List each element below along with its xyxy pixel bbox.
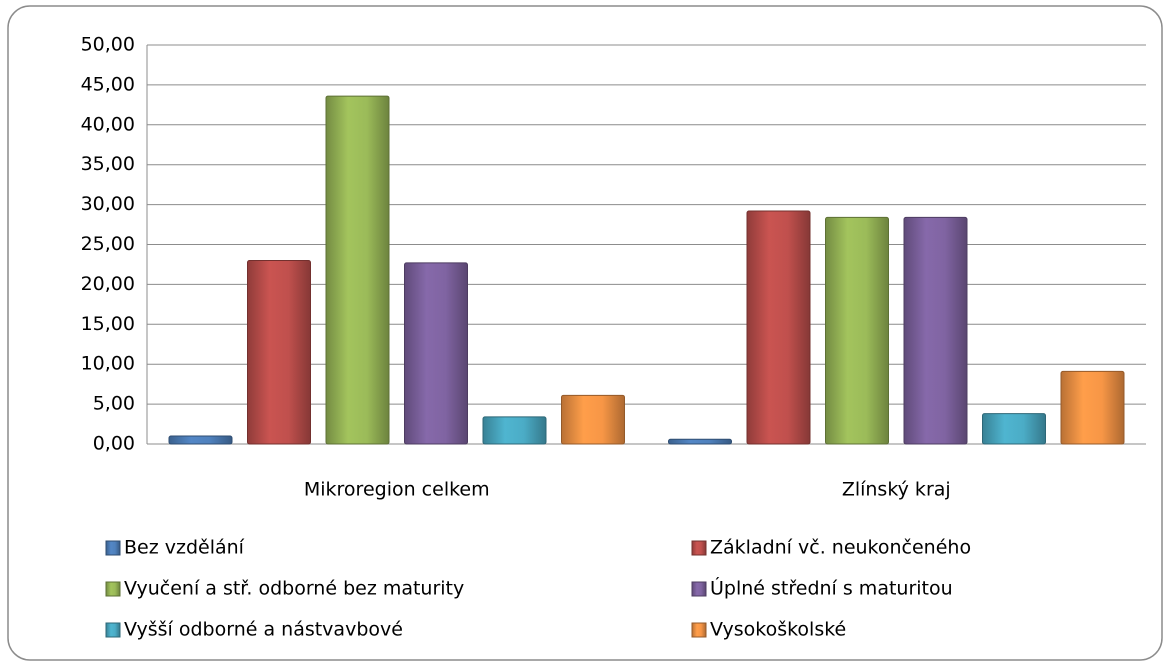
bar bbox=[746, 210, 811, 445]
bar bbox=[404, 262, 468, 445]
legend-swatch bbox=[691, 540, 707, 556]
y-tick-label: 15,00 bbox=[81, 313, 135, 335]
legend-label: Úplné střední s maturitou bbox=[710, 576, 953, 600]
legend-label: Vyšší odborné a nástvavbové bbox=[124, 619, 403, 641]
legend-label: Vysokoškolské bbox=[710, 619, 846, 641]
bar bbox=[325, 95, 390, 445]
x-tick-label: Mikroregion celkem bbox=[304, 479, 490, 501]
legend-swatch bbox=[691, 581, 707, 597]
bar bbox=[561, 394, 625, 445]
bar bbox=[825, 216, 889, 445]
bar bbox=[1060, 370, 1125, 445]
legend-label: Vyučení a stř. odborné bez maturity bbox=[124, 578, 464, 600]
y-tick-label: 5,00 bbox=[93, 393, 135, 415]
legend-label: Základní vč. neukončeného bbox=[710, 537, 971, 559]
legend-swatch bbox=[105, 581, 121, 597]
y-tick-label: 35,00 bbox=[81, 153, 135, 175]
bar bbox=[903, 216, 968, 445]
bar bbox=[482, 416, 547, 445]
bar bbox=[982, 413, 1046, 445]
legend-label: Bez vzdělání bbox=[124, 537, 245, 559]
y-tick-label: 0,00 bbox=[93, 433, 135, 455]
legend-swatch bbox=[105, 540, 121, 556]
bar bbox=[668, 438, 732, 445]
y-tick-label: 50,00 bbox=[81, 34, 135, 56]
y-tick-label: 40,00 bbox=[81, 113, 135, 135]
y-tick-label: 25,00 bbox=[81, 233, 135, 255]
chart-frame bbox=[7, 5, 1163, 661]
legend-swatch bbox=[105, 622, 121, 638]
y-tick-label: 10,00 bbox=[81, 353, 135, 375]
y-tick-label: 30,00 bbox=[81, 193, 135, 215]
bar bbox=[168, 435, 233, 445]
legend-swatch bbox=[691, 622, 707, 638]
y-tick-label: 20,00 bbox=[81, 273, 135, 295]
x-tick-label: Zlínský kraj bbox=[842, 479, 951, 501]
y-tick-label: 45,00 bbox=[81, 73, 135, 95]
bar bbox=[247, 259, 311, 445]
